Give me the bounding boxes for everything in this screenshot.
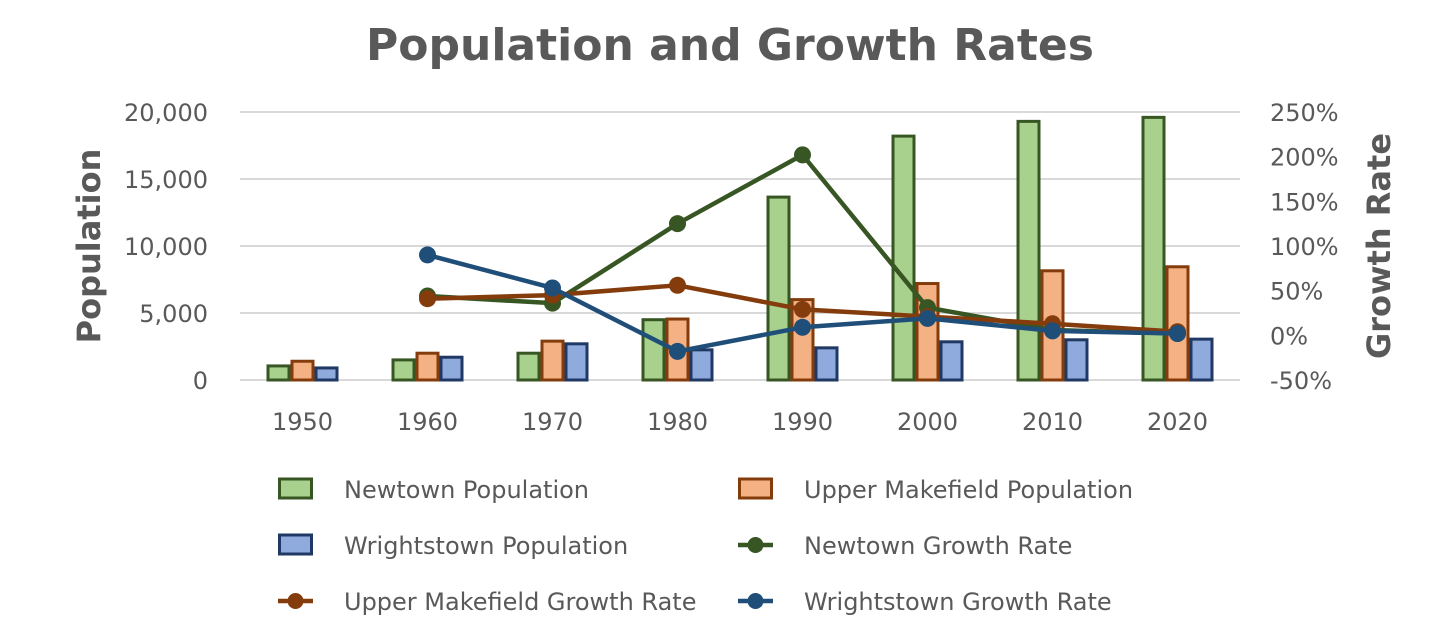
bar	[790, 298, 815, 382]
data-point	[794, 146, 811, 164]
bar	[314, 366, 339, 382]
legend-label: Wrightstown Growth Rate	[804, 588, 1112, 616]
bar	[689, 348, 714, 382]
legend-swatch	[278, 477, 313, 500]
y-axis-title: Population	[70, 149, 108, 344]
legend-label: Newtown Growth Rate	[804, 532, 1072, 560]
data-point	[544, 279, 561, 297]
legend-item: Newtown Population	[278, 476, 589, 504]
bar	[415, 351, 440, 382]
legend-marker	[287, 593, 304, 609]
legend-item: Upper Makefield Population	[738, 476, 1133, 504]
bar	[540, 339, 565, 382]
data-point	[1044, 322, 1061, 340]
bar	[564, 342, 589, 382]
x-axis-ticks: 1950 1960 1970 1980 1990 2000 2010 2020	[272, 408, 1208, 436]
bar	[939, 340, 964, 382]
bar	[891, 134, 916, 382]
bar	[766, 195, 791, 382]
y-tick-label: 10,000	[124, 233, 208, 261]
y2-tick-label: 150%	[1270, 188, 1339, 216]
x-tick-label: 1990	[772, 408, 833, 436]
legend: Newtown Population Upper Makefield Popula…	[278, 476, 1133, 616]
y2-tick-label: -50%	[1270, 367, 1332, 395]
data-point	[419, 290, 436, 308]
legend-label: Upper Makefield Population	[804, 476, 1133, 504]
bar	[1064, 338, 1089, 382]
x-tick-label: 2020	[1147, 408, 1208, 436]
legend-marker	[747, 537, 764, 553]
data-point	[419, 246, 436, 264]
data-point	[669, 276, 686, 294]
bar	[814, 346, 839, 382]
legend-label: Upper Makefield Growth Rate	[344, 588, 696, 616]
y2-tick-label: 0%	[1270, 322, 1308, 350]
legend-item: Newtown Growth Rate	[738, 532, 1072, 560]
y2-axis-title: Growth Rate	[1360, 133, 1398, 359]
lines	[419, 146, 1186, 360]
data-point	[919, 309, 936, 327]
y2-tick-label: 100%	[1270, 233, 1339, 261]
bar	[641, 318, 666, 382]
y-tick-label: 15,000	[124, 166, 208, 194]
x-tick-label: 2010	[1022, 408, 1083, 436]
y2-tick-label: 50%	[1270, 278, 1323, 306]
y2-tick-label: 200%	[1270, 144, 1339, 172]
bar	[266, 364, 291, 382]
x-tick-label: 1950	[272, 408, 333, 436]
y2-axis-ticks: -50% 0% 50% 100% 150% 200% 250%	[1270, 99, 1339, 395]
y2-tick-label: 250%	[1270, 99, 1339, 127]
legend-label: Wrightstown Population	[344, 532, 628, 560]
legend-swatch	[738, 477, 773, 500]
data-point	[1169, 325, 1186, 343]
y-tick-label: 0	[193, 367, 208, 395]
bar	[1016, 119, 1041, 382]
legend-item: Wrightstown Growth Rate	[738, 588, 1112, 616]
legend-item: Upper Makefield Growth Rate	[278, 588, 696, 616]
y-tick-label: 20,000	[124, 99, 208, 127]
data-point	[669, 215, 686, 233]
x-tick-label: 1980	[647, 408, 708, 436]
legend-item: Wrightstown Population	[278, 532, 628, 560]
chart-title: Population and Growth Rates	[366, 20, 1094, 71]
y-tick-label: 5,000	[139, 300, 208, 328]
data-point	[794, 318, 811, 336]
x-tick-label: 2000	[897, 408, 958, 436]
legend-label: Newtown Population	[344, 476, 589, 504]
legend-swatch	[278, 533, 313, 556]
bar	[391, 358, 416, 382]
data-point	[794, 300, 811, 318]
x-tick-label: 1970	[522, 408, 583, 436]
x-tick-label: 1960	[397, 408, 458, 436]
legend-marker	[747, 593, 764, 609]
bar	[516, 351, 541, 382]
bar	[1141, 115, 1166, 382]
bars	[266, 115, 1214, 382]
bar	[290, 359, 315, 382]
bar	[1189, 337, 1214, 382]
y-axis-ticks: 0 5,000 10,000 15,000 20,000	[124, 99, 208, 395]
data-point	[669, 342, 686, 360]
bar	[439, 355, 464, 382]
